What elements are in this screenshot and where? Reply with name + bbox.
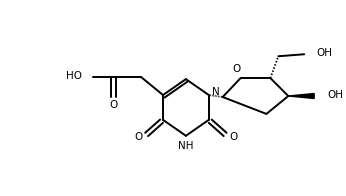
Text: N: N xyxy=(212,87,220,97)
Polygon shape xyxy=(288,93,314,99)
Text: HO: HO xyxy=(65,71,82,81)
Text: O: O xyxy=(233,64,241,74)
Text: O: O xyxy=(134,132,142,142)
Text: O: O xyxy=(109,100,117,110)
Text: OH: OH xyxy=(316,48,332,58)
Text: O: O xyxy=(229,132,238,142)
Text: NH: NH xyxy=(178,141,194,151)
Text: OH: OH xyxy=(327,90,343,100)
